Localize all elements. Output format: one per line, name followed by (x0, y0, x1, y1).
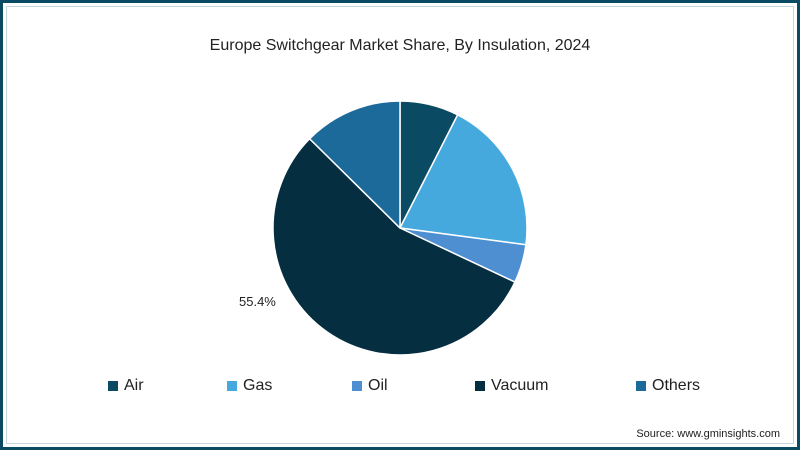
legend-label-others: Others (652, 377, 701, 394)
legend-swatch-oil (352, 381, 362, 391)
legend-item-air: Air (108, 377, 144, 395)
legend-label-oil: Oil (368, 377, 388, 394)
legend-item-oil: Oil (352, 377, 388, 395)
pie-slice-others (308, 100, 401, 229)
legend-swatch-gas (227, 381, 237, 391)
source-note: Source: www.gminsights.com (636, 428, 780, 440)
legend-label-air: Air (124, 377, 144, 394)
legend-swatch-vacuum (475, 381, 485, 391)
legend-swatch-others (636, 381, 646, 391)
legend-label-vacuum: Vacuum (491, 377, 549, 394)
legend-item-others: Others (636, 377, 700, 395)
legend-label-gas: Gas (243, 377, 273, 394)
chart-inner-border (6, 6, 794, 444)
legend: Air Gas Oil Vacuum Others (0, 377, 800, 397)
legend-item-vacuum: Vacuum (475, 377, 549, 395)
vacuum-data-label: 55.4% (239, 294, 276, 309)
legend-swatch-air (108, 381, 118, 391)
pie-slice-gas (399, 114, 528, 246)
legend-item-gas: Gas (227, 377, 272, 395)
chart-title: Europe Switchgear Market Share, By Insul… (209, 37, 591, 54)
pie-slice-vacuum (272, 138, 516, 356)
